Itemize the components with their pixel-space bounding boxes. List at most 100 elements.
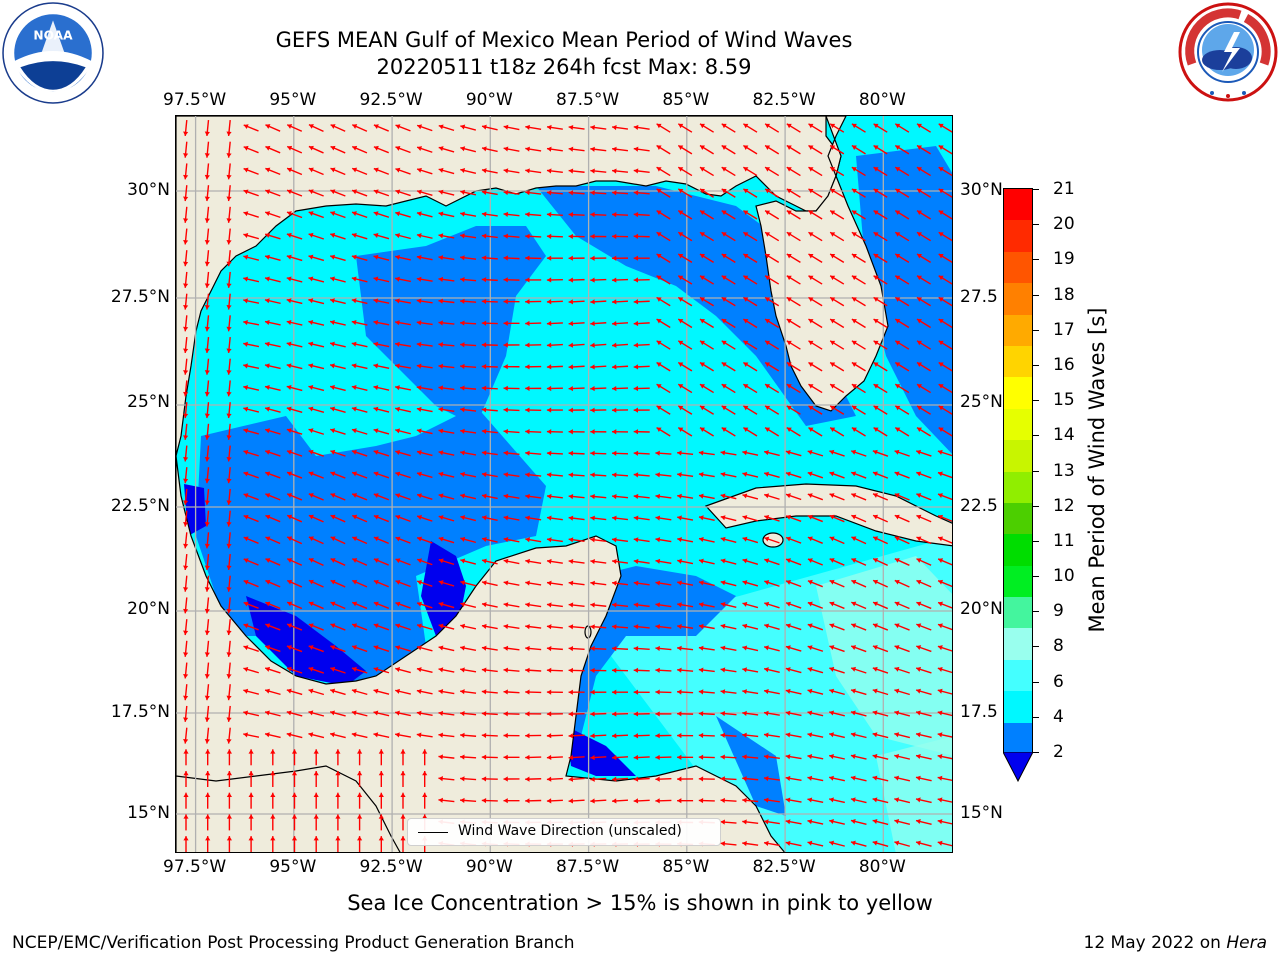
wave-direction-arrowhead [226,608,232,614]
wave-direction-arrowhead [590,385,595,392]
wave-direction-arrowhead [633,385,639,392]
wave-direction-arrowhead [677,602,682,608]
wave-direction-arrowhead [226,218,232,223]
wave-direction-arrowhead [786,232,792,237]
colorbar-label: 18 [1053,284,1075,305]
wave-direction-arrowhead [416,406,422,412]
wave-direction-arrowhead [460,710,465,717]
wave-direction-arrowhead [590,515,595,521]
wave-direction-arrowhead [438,211,444,217]
wave-direction-arrowhead [352,558,358,563]
wave-direction-arrowhead [915,775,921,781]
wave-direction-arrowhead [699,123,705,129]
wave-direction-arrowhead [612,212,617,218]
wave-direction-arrowhead [742,754,747,760]
lon-tick-top: 97.5°W [163,90,227,110]
wave-direction-arrowhead [503,493,509,499]
wave-direction-arrowhead [243,645,249,651]
wave-direction-arrowhead [204,695,210,701]
wave-direction-arrowhead [895,427,901,433]
wave-direction-arrowhead [612,624,617,630]
wave-direction-arrowhead [205,792,211,797]
wave-direction-arrowhead [895,210,901,216]
wave-direction-arrowhead [743,188,749,194]
wave-direction-arrowhead [568,385,573,392]
wave-direction-arrowhead [460,298,465,304]
wave-direction-arrowhead [786,297,792,302]
wave-direction-arrowhead [765,167,771,172]
wave-direction-arrowhead [482,558,487,564]
wave-direction-arrowhead [287,471,292,477]
wave-direction-arrowhead [438,776,443,782]
wave-direction-arrowhead [764,688,769,695]
wave-direction-arrowhead [850,710,856,716]
wave-direction-arrowhead [937,623,943,629]
wave-direction-arrowhead [481,277,487,283]
wave-direction-arrowhead [308,232,314,238]
wave-direction-arrowhead [378,814,384,819]
wave-direction-arrowhead [335,792,341,797]
wave-direction-arrowhead [503,342,508,348]
wave-direction-arrowhead [872,753,878,759]
wave-direction-arrowhead [204,370,210,375]
colorbar-tick [1033,224,1039,226]
run-date-text: 12 May 2022 on Hera [1083,933,1268,953]
wave-direction-arrowhead [633,255,638,261]
wave-direction-arrowhead [633,342,639,348]
wave-direction-arrowhead [417,124,423,130]
wave-direction-arrowhead [525,385,530,391]
wave-direction-arrowhead [308,298,314,304]
wave-direction-arrowhead [872,797,878,803]
wave-direction-arrowhead [785,471,791,477]
wave-direction-arrowhead [525,733,530,739]
wave-direction-arrowhead [546,233,552,239]
wave-direction-arrowhead [655,515,661,521]
wave-direction-arrowhead [872,623,878,629]
wave-direction-arrowhead [226,413,232,419]
wave-direction-arrowhead [546,667,552,673]
wave-direction-arrowhead [204,608,210,614]
wave-direction-arrowhead [633,645,639,652]
wave-direction-arrowhead [894,732,900,738]
wave-direction-arrowhead [808,275,814,281]
wave-direction-arrowhead [916,710,921,716]
wave-direction-arrowhead [633,754,639,761]
wave-direction-arrowhead [568,277,573,283]
wave-direction-arrowhead [916,732,921,738]
wave-direction-arrowhead [873,232,879,237]
colorbar-segment [1004,534,1032,567]
wave-direction-arrowhead [183,749,189,754]
colorbar-label: 14 [1053,425,1075,446]
wave-direction-arrowhead [351,232,357,238]
nws-logo [1178,2,1278,102]
wave-direction-arrowhead [720,797,725,804]
wave-direction-arrowhead [286,710,292,716]
lon-tick-bottom: 97.5°W [163,857,227,877]
wave-direction-arrowhead [851,558,857,563]
wave-direction-arrowhead [183,153,189,158]
wave-direction-arrowhead [590,277,595,283]
wave-direction-arrowhead [829,819,834,825]
wave-direction-arrowhead [568,776,574,782]
wave-direction-arrowhead [373,341,379,347]
wave-direction-arrowhead [308,167,314,173]
wave-direction-arrowhead [894,645,900,650]
wave-direction-arrowhead [829,449,835,455]
wave-direction-arrowhead [938,188,944,194]
wave-direction-arrowhead [416,211,422,217]
wave-direction-arrowhead [481,428,487,434]
wave-direction-arrowhead [742,732,747,738]
wave-direction-arrowhead [590,646,595,652]
wave-direction-arrowhead [352,579,358,585]
wave-direction-arrowhead [937,840,943,846]
wave-direction-arrowhead [894,753,900,759]
wave-direction-arrowhead [460,558,466,564]
wave-direction-arrowhead [699,232,705,237]
wave-direction-arrowhead [765,210,771,216]
wave-direction-arrowhead [503,602,509,608]
wave-direction-arrowhead [400,771,406,776]
wave-direction-arrowhead [916,688,921,694]
wave-direction-arrowhead [916,493,922,498]
wave-direction-arrowhead [243,406,249,412]
wave-direction-arrowhead [894,666,900,672]
